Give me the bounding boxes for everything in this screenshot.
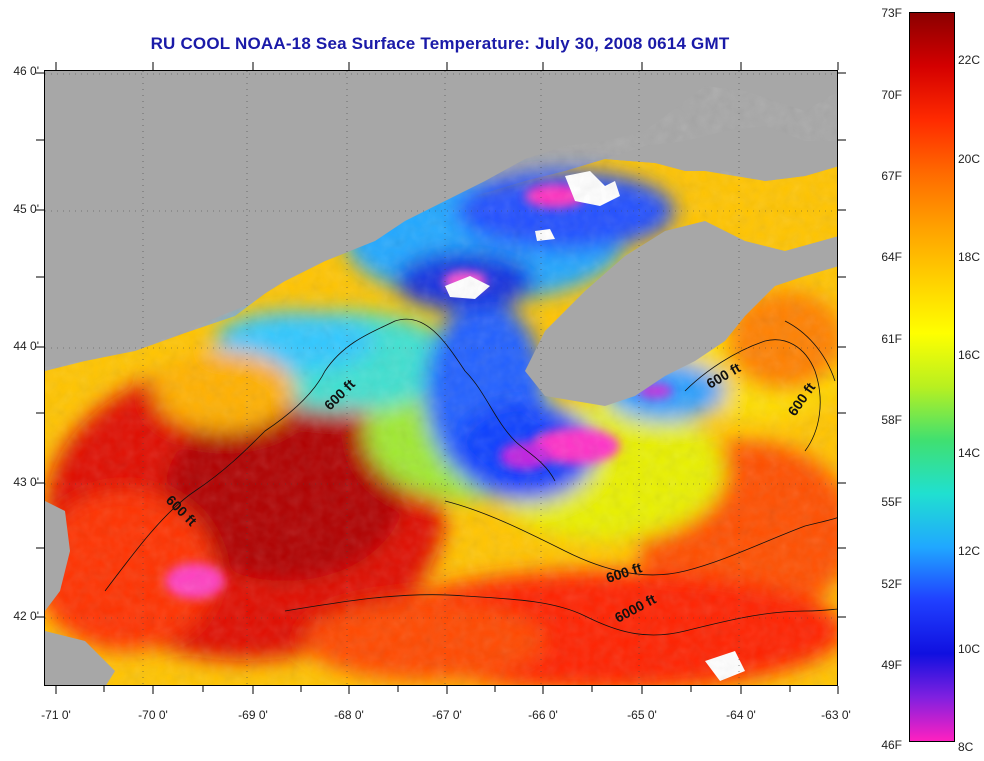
colorbar-f-label: 52F: [881, 577, 902, 591]
colorbar-f-label: 64F: [881, 250, 902, 264]
new-brunswick: [605, 126, 837, 181]
lat-label: 45 0': [13, 202, 39, 216]
cape-cod: [45, 631, 115, 685]
colorbar-f-label: 61F: [881, 332, 902, 346]
colorbar-f-label: 46F: [881, 738, 902, 752]
map-title: RU COOL NOAA-18 Sea Surface Temperature:…: [150, 34, 730, 53]
colorbar-c-label: 10C: [958, 642, 981, 656]
lat-label: 44 0': [13, 339, 39, 353]
colorbar-f-label: 70F: [881, 88, 902, 102]
lon-label: -69 0': [238, 708, 268, 722]
colorbar-c-label: 14C: [958, 446, 981, 460]
contour-600ft-east: [784, 320, 836, 382]
lon-label: -65 0': [627, 708, 657, 722]
colorbar-f-label: 67F: [881, 169, 902, 183]
lat-label: 46 0': [13, 64, 39, 78]
graticule: [45, 71, 837, 685]
contour-600ft-northeast: [684, 339, 821, 452]
lon-label: -68 0': [334, 708, 364, 722]
colorbar-f-label: 58F: [881, 413, 902, 427]
lat-label: 42 0': [13, 609, 39, 623]
colorbar-c-label: 12C: [958, 544, 981, 558]
colorbar-f-label: 55F: [881, 495, 902, 509]
temperature-colorbar: [909, 12, 955, 742]
lon-label: -66 0': [528, 708, 558, 722]
lon-label: -67 0': [432, 708, 462, 722]
colorbar-c-label: 22C: [958, 53, 981, 67]
massachusetts-coast: [45, 501, 70, 611]
colorbar-c-label: 8C: [958, 740, 974, 754]
lon-label: -71 0': [41, 708, 71, 722]
sst-map-svg: 600 ft 600 ft 600 ft 600 ft 600 ft 6000 …: [45, 71, 837, 685]
contour-6000ft: [284, 594, 837, 636]
colorbar-c-label: 20C: [958, 152, 981, 166]
nova-scotia: [525, 221, 837, 406]
bathymetry-contours: [104, 318, 837, 636]
contour-600ft-west: [104, 318, 556, 592]
lon-label: -63 0': [821, 708, 851, 722]
contour-600ft-south: [444, 500, 837, 576]
lon-label: -64 0': [726, 708, 756, 722]
colorbar-c-label: 18C: [958, 250, 981, 264]
lat-label: 43 0': [13, 475, 39, 489]
colorbar-c-label: 16C: [958, 348, 981, 362]
maine-coast: [45, 71, 837, 367]
lon-label: -70 0': [138, 708, 168, 722]
colorbar-f-label: 49F: [881, 658, 902, 672]
land-masses: [45, 71, 837, 685]
sst-map[interactable]: 600 ft 600 ft 600 ft 600 ft 600 ft 6000 …: [44, 70, 838, 686]
colorbar-f-label: 73F: [881, 6, 902, 20]
